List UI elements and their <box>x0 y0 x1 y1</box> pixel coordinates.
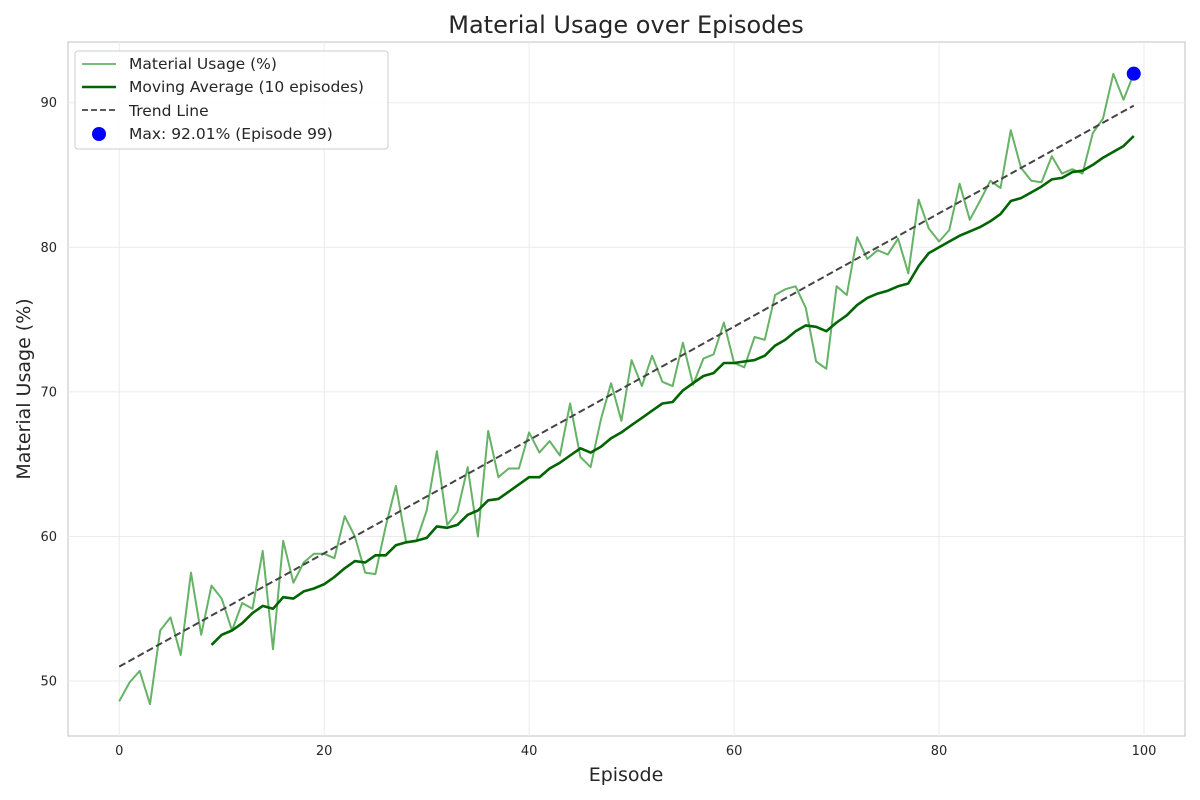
y-tick-label-60: 60 <box>40 530 57 545</box>
series-line-material-usage <box>118 72 1135 706</box>
legend-label-raw: Material Usage (%) <box>129 55 277 73</box>
y-axis-label: Material Usage (%) <box>13 298 35 479</box>
chart-title: Material Usage over Episodes <box>448 11 803 39</box>
legend-label-max: Max: 92.01% (Episode 99) <box>129 125 333 143</box>
x-axis-label: Episode <box>589 764 664 786</box>
x-tick-label-0: 0 <box>115 744 123 759</box>
y-tick-label-50: 50 <box>40 675 57 690</box>
legend-box <box>74 50 389 150</box>
x-tick-label-100: 100 <box>1132 744 1157 759</box>
series-line-trend <box>118 104 1135 668</box>
ticks: 0 20 40 60 80 100 50 60 70 80 90 <box>40 96 1156 759</box>
y-tick-label-80: 80 <box>40 241 57 256</box>
legend-swatch-max <box>92 127 106 141</box>
legend-label-trend: Trend Line <box>128 102 209 120</box>
x-tick-label-80: 80 <box>931 744 948 759</box>
max-point-marker <box>1126 66 1141 81</box>
series-layer <box>118 66 1141 706</box>
y-tick-label-90: 90 <box>40 96 57 111</box>
x-tick-label-40: 40 <box>521 744 538 759</box>
series-line-moving-average <box>210 135 1135 646</box>
legend: Material Usage (%) Moving Average (10 ep… <box>74 50 389 150</box>
x-tick-label-60: 60 <box>726 744 743 759</box>
legend-label-moving-average: Moving Average (10 episodes) <box>129 78 364 96</box>
x-tick-label-20: 20 <box>316 744 333 759</box>
y-tick-label-70: 70 <box>40 385 57 400</box>
